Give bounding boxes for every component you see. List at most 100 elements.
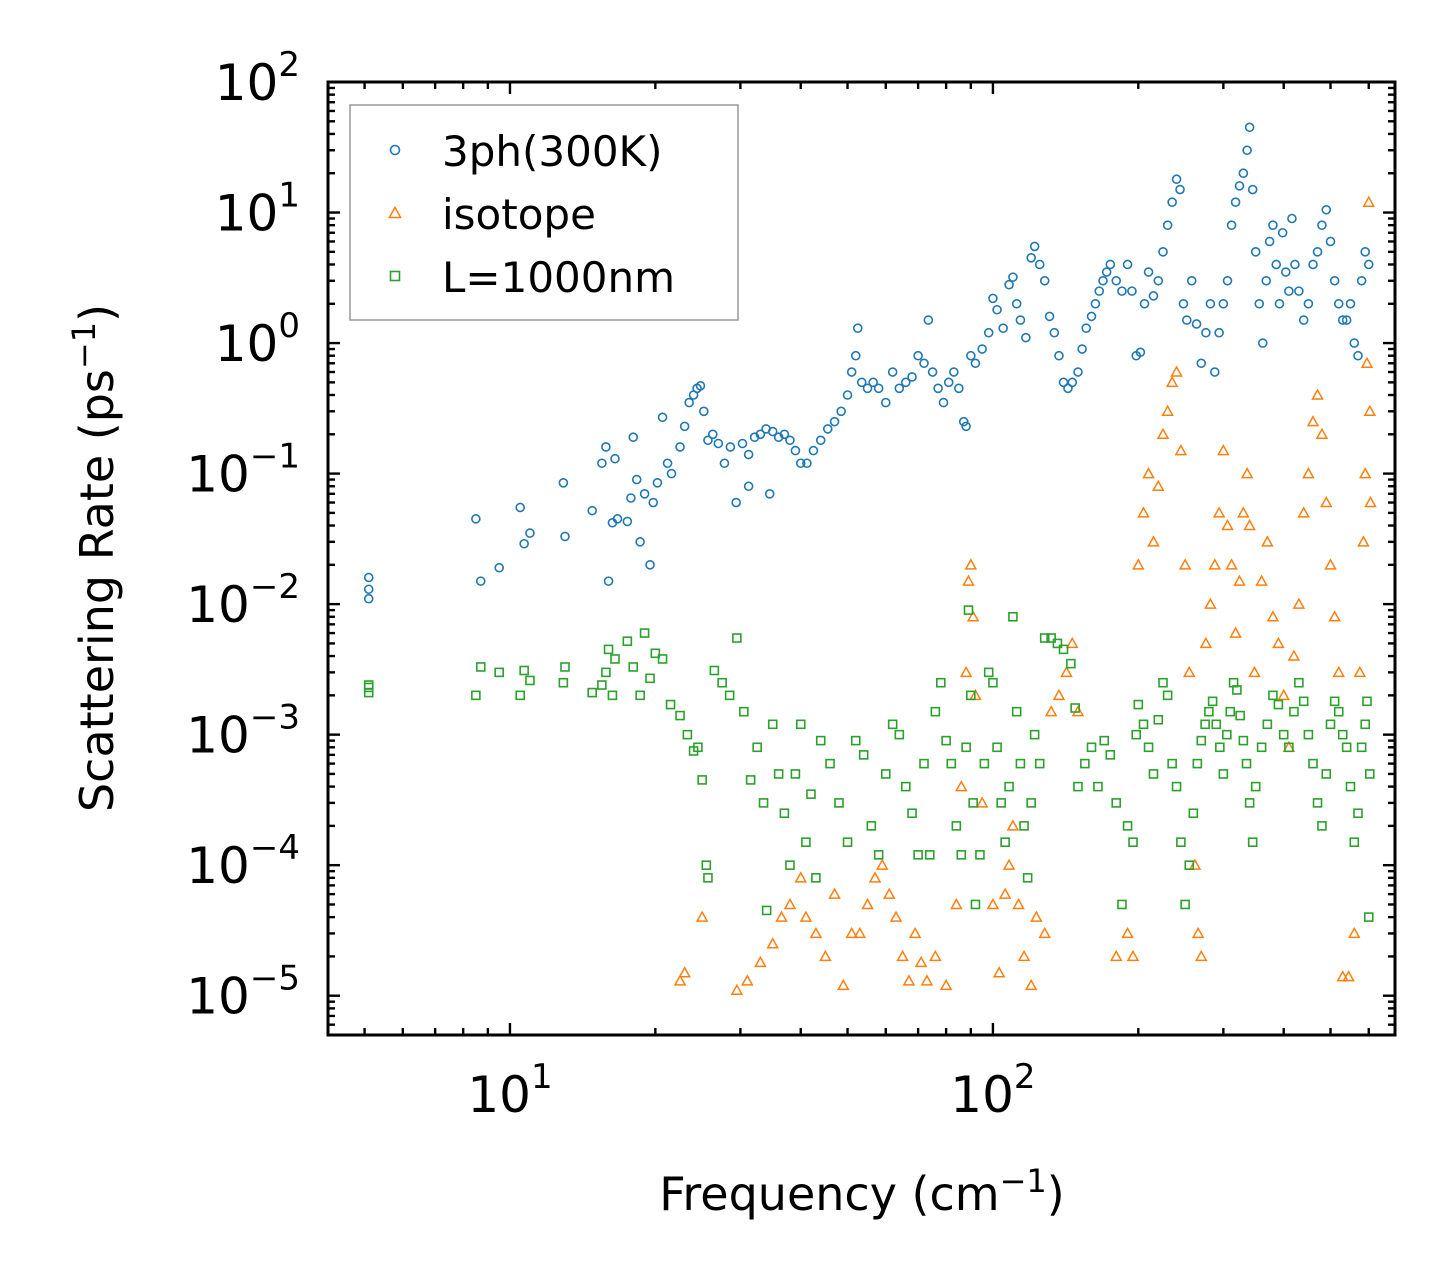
circle-point [1117,286,1127,296]
square-point [1046,633,1056,643]
circle-point [1341,315,1352,325]
circle-point [1178,298,1189,309]
triangle-point [889,910,903,922]
series-layer [363,122,1377,996]
square-point [1080,758,1090,769]
square-point [1262,719,1273,730]
triangle-point [1233,574,1246,586]
y-tick-label: 10−1 [186,437,300,504]
circle-point [666,468,677,479]
circle-point [515,502,525,513]
square-point [880,769,891,779]
square-point [1070,703,1080,713]
square-point [773,769,784,779]
triangle-point [1132,558,1145,570]
square-point [1192,758,1203,769]
square-point [1235,710,1245,721]
circle-point [1261,275,1272,286]
square-point [703,873,713,883]
triangle-point [1225,558,1238,570]
circle-point [679,421,690,432]
circle-point [862,383,873,394]
square-point [1325,719,1336,730]
square-point [779,808,790,819]
square-point [1238,735,1249,746]
square-point [697,775,707,785]
triangle-point [845,926,858,939]
triangle-point [1240,467,1254,479]
triangle-point [1248,665,1261,678]
triangle-point [1170,365,1183,377]
circle-point [907,372,917,382]
circle-point [1148,291,1159,301]
circle-point [628,432,639,443]
triangle-point [1030,910,1043,922]
circle-point [998,323,1008,333]
series-triangle [673,195,1377,996]
circle-point [525,528,535,538]
square-point [834,798,844,808]
triangle-point [902,974,916,986]
square-point [732,633,742,643]
circle-point [1349,338,1360,348]
circle-point [1226,220,1237,230]
legend-label-l1000nm: L=1000nm [442,253,675,302]
square-point [1329,696,1340,707]
triangle-point [868,871,882,883]
square-point [1171,781,1182,792]
triangle-point [1199,636,1213,649]
circle-point [938,397,949,408]
square-point [1303,729,1314,740]
circle-point [1098,275,1108,286]
circle-point [695,381,706,391]
square-point [1349,837,1360,847]
y-tick-label: 100 [215,306,300,373]
square-point [363,682,374,693]
circle-point [1073,367,1083,377]
circle-point [610,453,620,464]
square-point [1294,677,1304,688]
square-point [1131,729,1142,740]
circle-point [1143,267,1154,277]
triangle-point [1208,558,1222,570]
square-point [979,758,990,769]
circle-point [900,377,911,388]
triangle-point [1277,688,1290,701]
x-axis-label: Frequency (cm−1) [659,1162,1064,1221]
circle-point [1029,241,1040,252]
square-point [601,667,611,678]
square-point [1200,719,1210,730]
triangle-point [1126,949,1140,962]
y-tick-label-exp: −4 [250,828,300,868]
triangle-point [1038,926,1051,939]
circle-point [1209,367,1220,377]
square-point [806,789,816,799]
square-point [1273,699,1284,710]
square-point [1333,706,1344,717]
circle-point [475,576,486,586]
circle-point [1244,122,1255,133]
square-point [930,706,941,717]
circle-point [1205,298,1216,309]
triangle-point [794,871,808,883]
square-point [795,719,806,730]
square-point [1345,781,1356,792]
plot-frame [326,80,1397,1037]
circle-point [790,445,801,456]
circle-point [1127,286,1137,296]
circle-point [1353,350,1363,361]
circle-point [1196,358,1207,369]
triangle-point [1315,427,1329,440]
circle-point [1090,298,1101,309]
circle-point [657,412,668,423]
circle-point [1111,275,1122,286]
triangle-point [1044,705,1058,717]
y-tick-label-exp: 0 [278,306,300,346]
x-axis-label-text: Frequency (cm [659,1167,999,1221]
square-point [1298,696,1309,707]
triangle-point [1217,444,1230,456]
triangle-point [766,937,779,949]
triangle-point [837,978,850,991]
square-point [785,860,795,870]
